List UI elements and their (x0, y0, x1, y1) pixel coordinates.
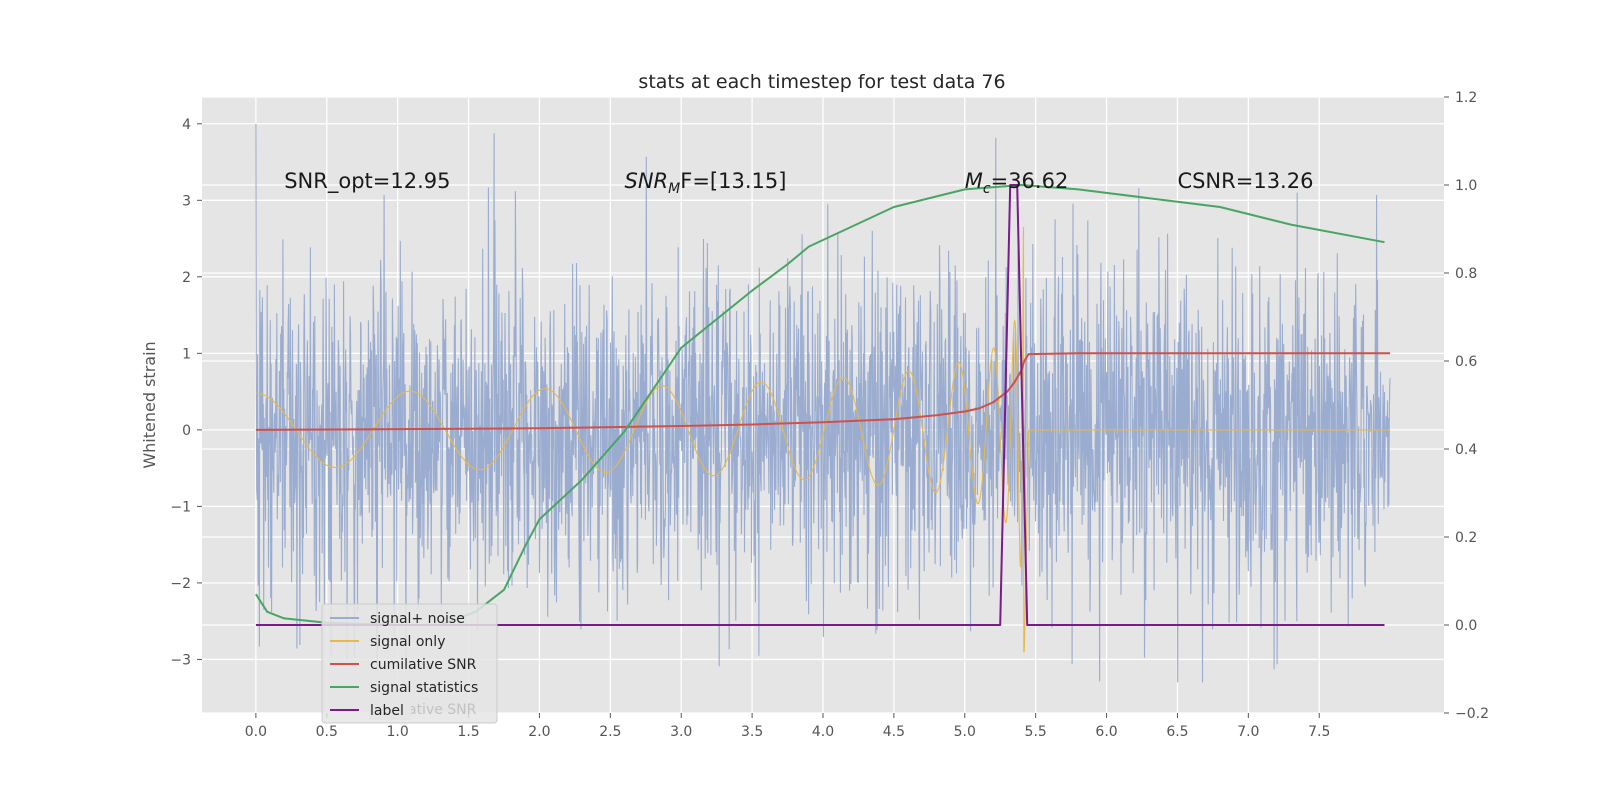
annotation-subscript: M (668, 181, 680, 197)
y-tick-label: 4 (182, 117, 191, 133)
x-tick-label: 2.5 (599, 724, 621, 740)
annotation-0: SNR_opt=12.95 (284, 169, 450, 194)
y2-tick-label: 0.8 (1455, 266, 1477, 282)
y-tick-label: −3 (170, 652, 191, 668)
x-tick-label: 4.5 (883, 724, 905, 740)
y-tick-label: 0 (182, 423, 191, 439)
y-axis-label: Whitened strain (140, 341, 159, 468)
x-tick-label: 6.0 (1095, 724, 1117, 740)
series-signal-noise-line (255, 123, 1391, 683)
series-cumilative-snr-line (255, 352, 1391, 431)
legend-label: signal+ noise (370, 611, 465, 627)
annotation-text: CSNR=13.26 (1177, 169, 1313, 193)
y2-tick-label: 0.6 (1455, 354, 1477, 370)
annotation-symbol: SNR (625, 169, 669, 193)
x-tick-label: 7.5 (1308, 724, 1330, 740)
x-tick-label: 2.0 (528, 724, 550, 740)
legend-box (321, 603, 498, 724)
x-tick-label: 1.0 (387, 724, 409, 740)
y-tick-label: 1 (182, 346, 191, 362)
signal-noise-series (255, 123, 1391, 683)
x-tick-label: 0.5 (316, 724, 338, 740)
y-tick-label: 2 (182, 270, 191, 286)
axes: 0.0 0.5 1.0 1.5 2.0 2.5 3.0 3.5 4.0 4.5 5.0 5.5 6.0 6… (170, 90, 1489, 740)
x-tick-label: 0.0 (245, 724, 267, 740)
y2-tick-label: 0.0 (1455, 618, 1477, 634)
annotation-symbol: M (965, 169, 983, 193)
y2-tick-label: 1.2 (1455, 90, 1477, 106)
x-tick-label: 4.0 (812, 724, 834, 740)
legend-label: signal only (370, 634, 445, 650)
y-tick-label: −1 (170, 499, 191, 515)
x-tick-label: 3.0 (670, 724, 692, 740)
y-tick-label: −2 (170, 576, 191, 592)
x-tick-label: 1.5 (457, 724, 479, 740)
legend-label: signal statistics (370, 680, 478, 696)
legend-ghost-mask (369, 700, 411, 720)
x-tick-label: 5.5 (1025, 724, 1047, 740)
x-tick-label: 7.0 (1237, 724, 1259, 740)
x-tick-label: 3.5 (741, 724, 763, 740)
annotation-2: Mc=36.62 (965, 169, 1069, 197)
y-tick-label: 3 (182, 193, 191, 209)
annotation-1: SNRMF=[13.15] (625, 169, 787, 197)
annotation-subscript: c (983, 181, 991, 197)
x-tick-label: 6.5 (1166, 724, 1188, 740)
y2-tick-label: 0.2 (1455, 530, 1477, 546)
chart-title: stats at each timestep for test data 76 (638, 71, 1005, 93)
annotation-value: =36.62 (991, 169, 1069, 193)
y2-tick-label: 1.0 (1455, 178, 1477, 194)
y2-tick-label: 0.4 (1455, 442, 1477, 458)
x-tick-label: 5.0 (954, 724, 976, 740)
annotation-text: SNR_opt=12.95 (284, 169, 450, 194)
annotation-3: CSNR=13.26 (1177, 169, 1313, 193)
y2-tick-label: −0.2 (1455, 706, 1489, 722)
annotation-value: F=[13.15] (680, 169, 786, 193)
annotations: SNR_opt=12.95 SNRMF=[13.15] Mc=36.62 CSNR=1… (284, 169, 1313, 197)
series-label-line (255, 184, 1385, 626)
legend-label: cumilative SNR (370, 657, 477, 673)
legend-label: label (370, 703, 404, 719)
